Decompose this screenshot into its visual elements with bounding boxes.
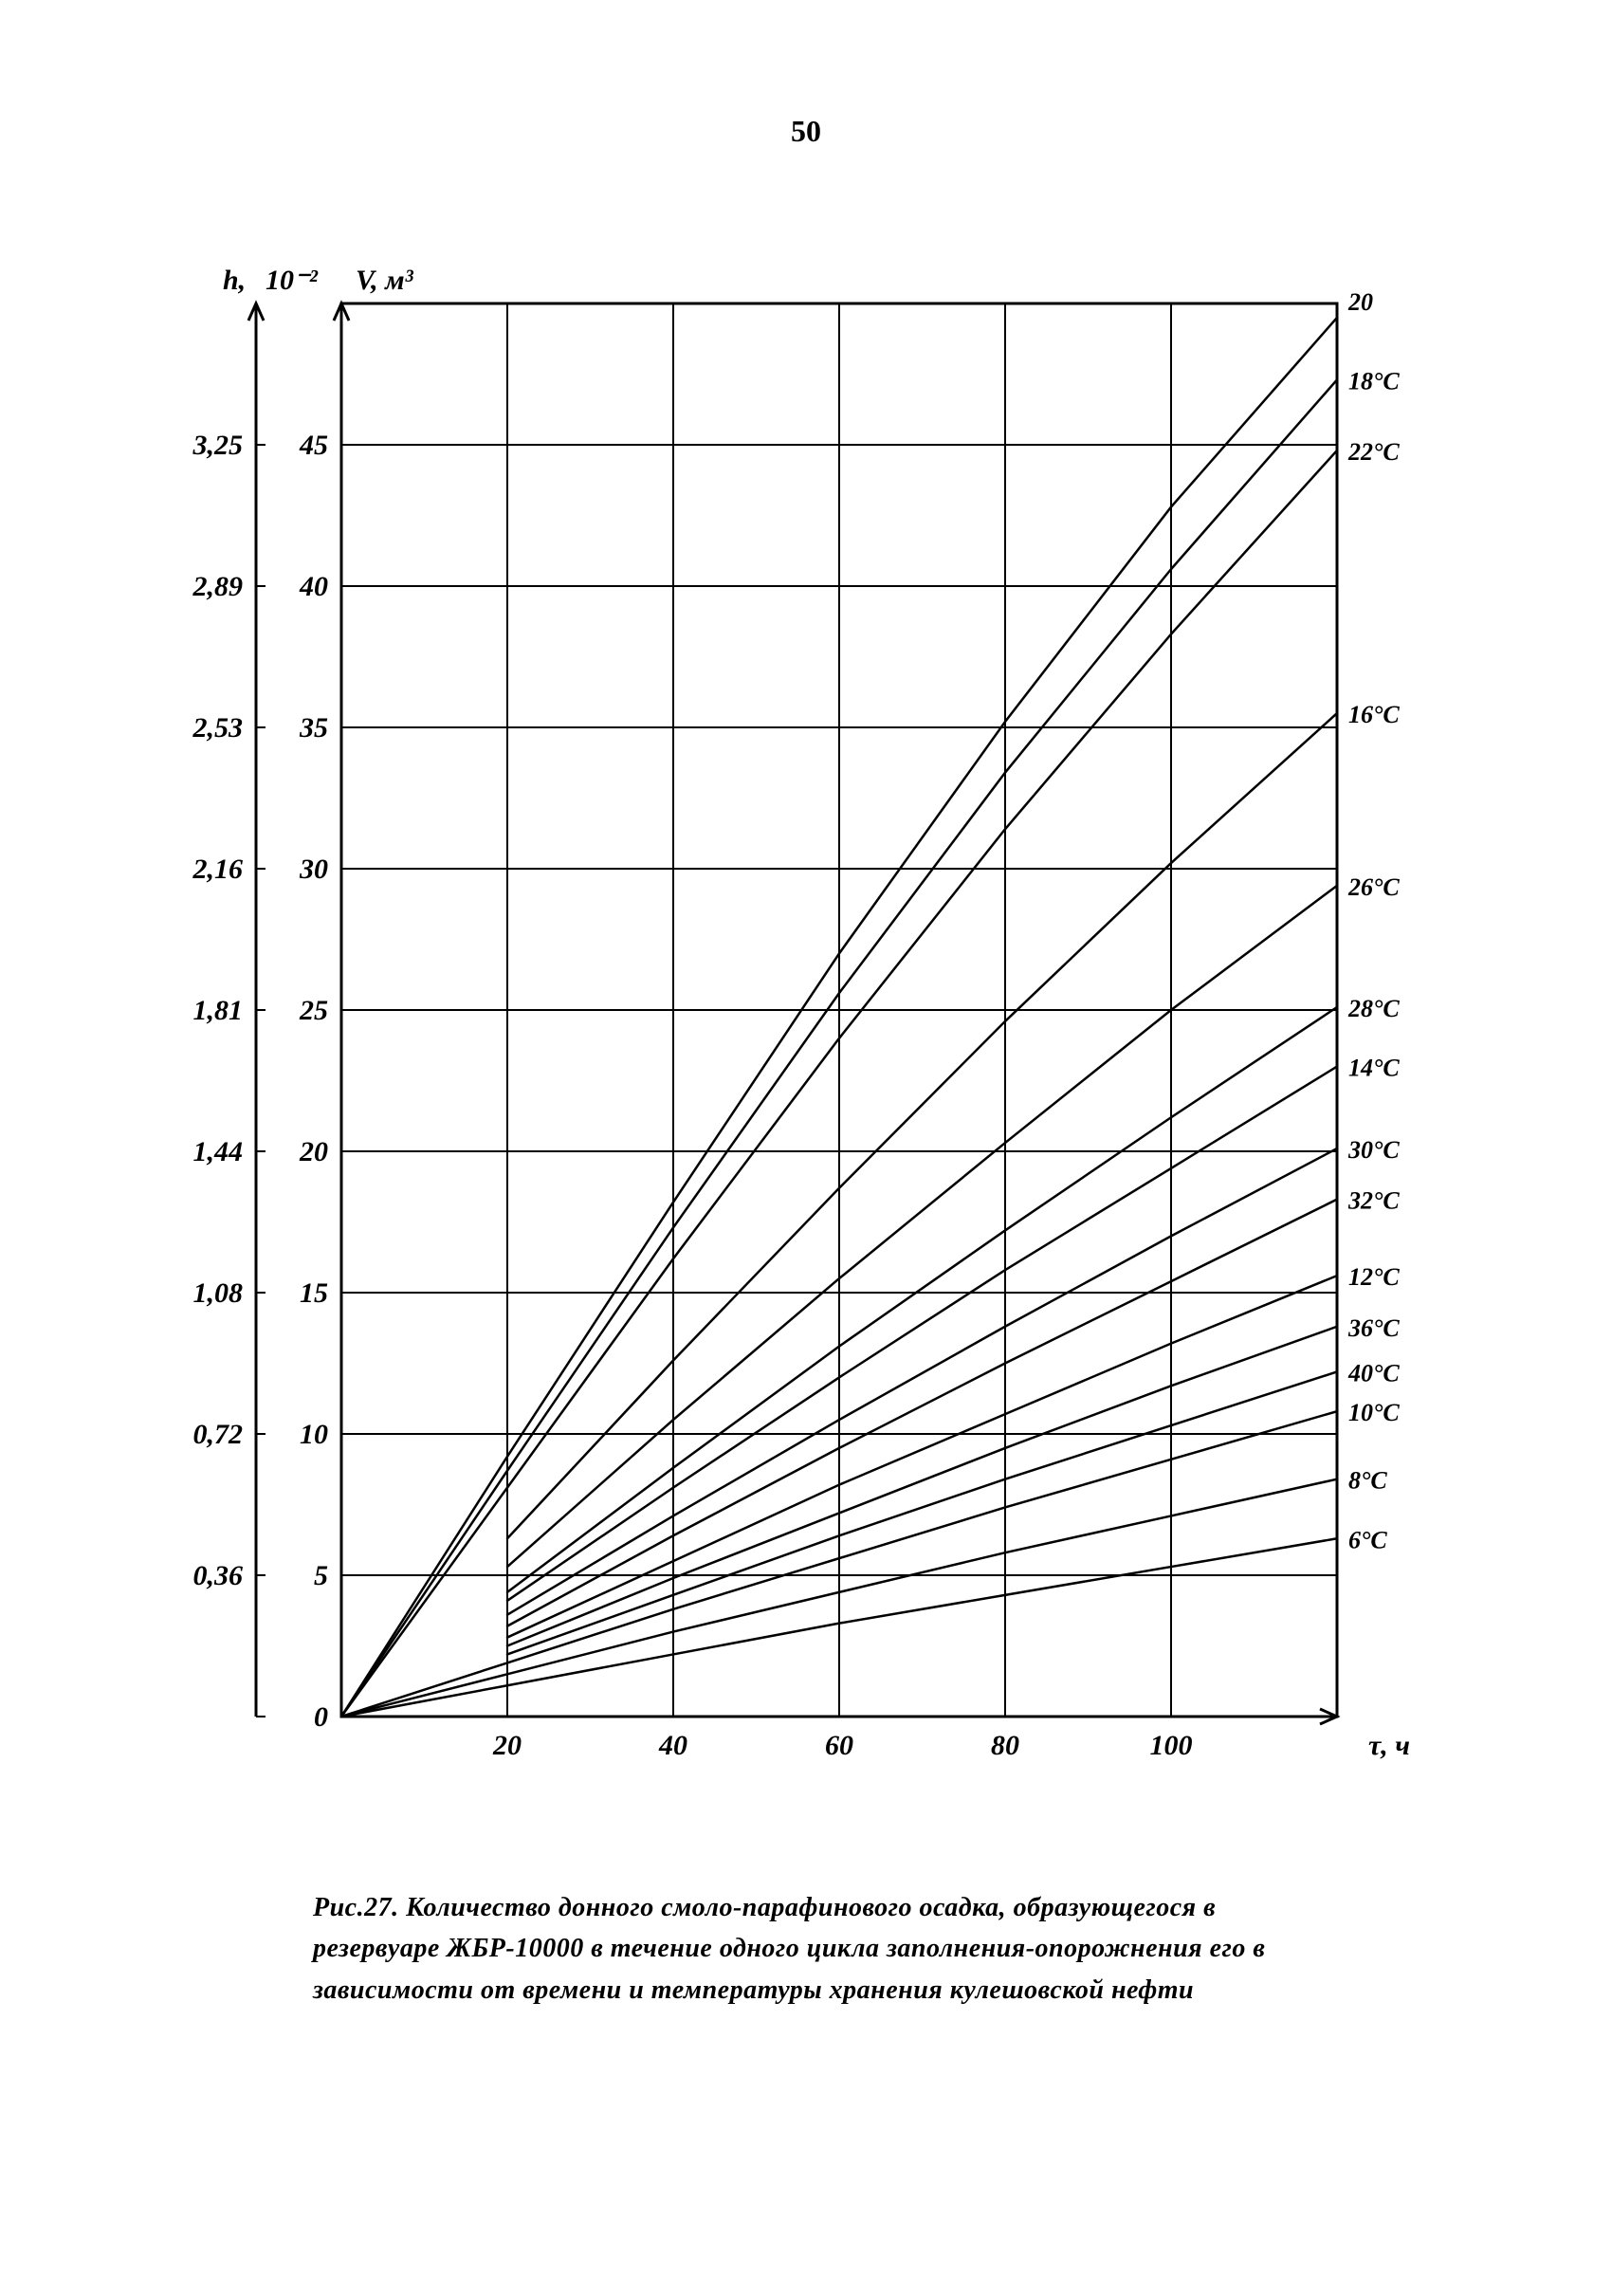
svg-text:h,: h, xyxy=(223,265,246,296)
svg-text:60: 60 xyxy=(825,1730,853,1761)
svg-text:40: 40 xyxy=(299,571,328,602)
svg-text:16°C: 16°C xyxy=(1348,701,1400,728)
svg-text:30: 30 xyxy=(299,854,328,885)
svg-text:15: 15 xyxy=(300,1277,328,1309)
svg-text:0,72: 0,72 xyxy=(193,1419,244,1450)
figure-caption: Рис.27. Количество донного смоло-парафин… xyxy=(313,1887,1318,2011)
svg-text:20: 20 xyxy=(299,1136,328,1167)
svg-text:45: 45 xyxy=(299,430,328,461)
svg-text:36°C: 36°C xyxy=(1347,1314,1400,1342)
svg-text:80: 80 xyxy=(991,1730,1019,1761)
svg-text:2,16: 2,16 xyxy=(192,854,244,885)
svg-text:100: 100 xyxy=(1150,1730,1193,1761)
chart: 20 40 60 80 100 τ, ч 0 5 10 15 20 25 30 35 40 45 0,36 0,7… xyxy=(171,237,1451,1849)
svg-text:14°C: 14°C xyxy=(1348,1055,1400,1082)
svg-text:20: 20 xyxy=(1347,288,1373,316)
svg-text:26°C: 26°C xyxy=(1347,873,1400,901)
svg-text:30°C: 30°C xyxy=(1347,1136,1400,1164)
svg-text:10⁻²: 10⁻² xyxy=(266,265,319,296)
svg-text:32°C: 32°C xyxy=(1347,1187,1400,1215)
svg-text:8°C: 8°C xyxy=(1348,1467,1387,1495)
svg-text:1,81: 1,81 xyxy=(193,995,244,1026)
svg-text:2,53: 2,53 xyxy=(192,712,244,744)
svg-text:10: 10 xyxy=(300,1419,328,1450)
svg-text:35: 35 xyxy=(299,712,328,744)
svg-text:τ, ч: τ, ч xyxy=(1368,1730,1410,1761)
svg-text:40°C: 40°C xyxy=(1347,1359,1400,1387)
svg-text:40: 40 xyxy=(658,1730,687,1761)
svg-text:25: 25 xyxy=(299,995,328,1026)
svg-text:20: 20 xyxy=(492,1730,522,1761)
svg-text:12°C: 12°C xyxy=(1348,1263,1400,1291)
svg-text:18°C: 18°C xyxy=(1348,367,1400,395)
svg-text:0,36: 0,36 xyxy=(193,1560,244,1591)
svg-text:28°C: 28°C xyxy=(1347,995,1400,1022)
svg-text:1,08: 1,08 xyxy=(193,1277,244,1309)
svg-text:3,25: 3,25 xyxy=(192,430,244,461)
svg-text:22°C: 22°C xyxy=(1347,438,1400,466)
page-number: 50 xyxy=(0,114,1612,149)
svg-text:V, м³: V, м³ xyxy=(356,265,414,296)
svg-text:1,44: 1,44 xyxy=(193,1136,244,1167)
svg-text:2,89: 2,89 xyxy=(192,571,244,602)
svg-text:0: 0 xyxy=(314,1701,328,1733)
svg-text:6°C: 6°C xyxy=(1348,1526,1387,1553)
svg-text:10°C: 10°C xyxy=(1348,1399,1400,1426)
svg-text:5: 5 xyxy=(314,1560,328,1591)
